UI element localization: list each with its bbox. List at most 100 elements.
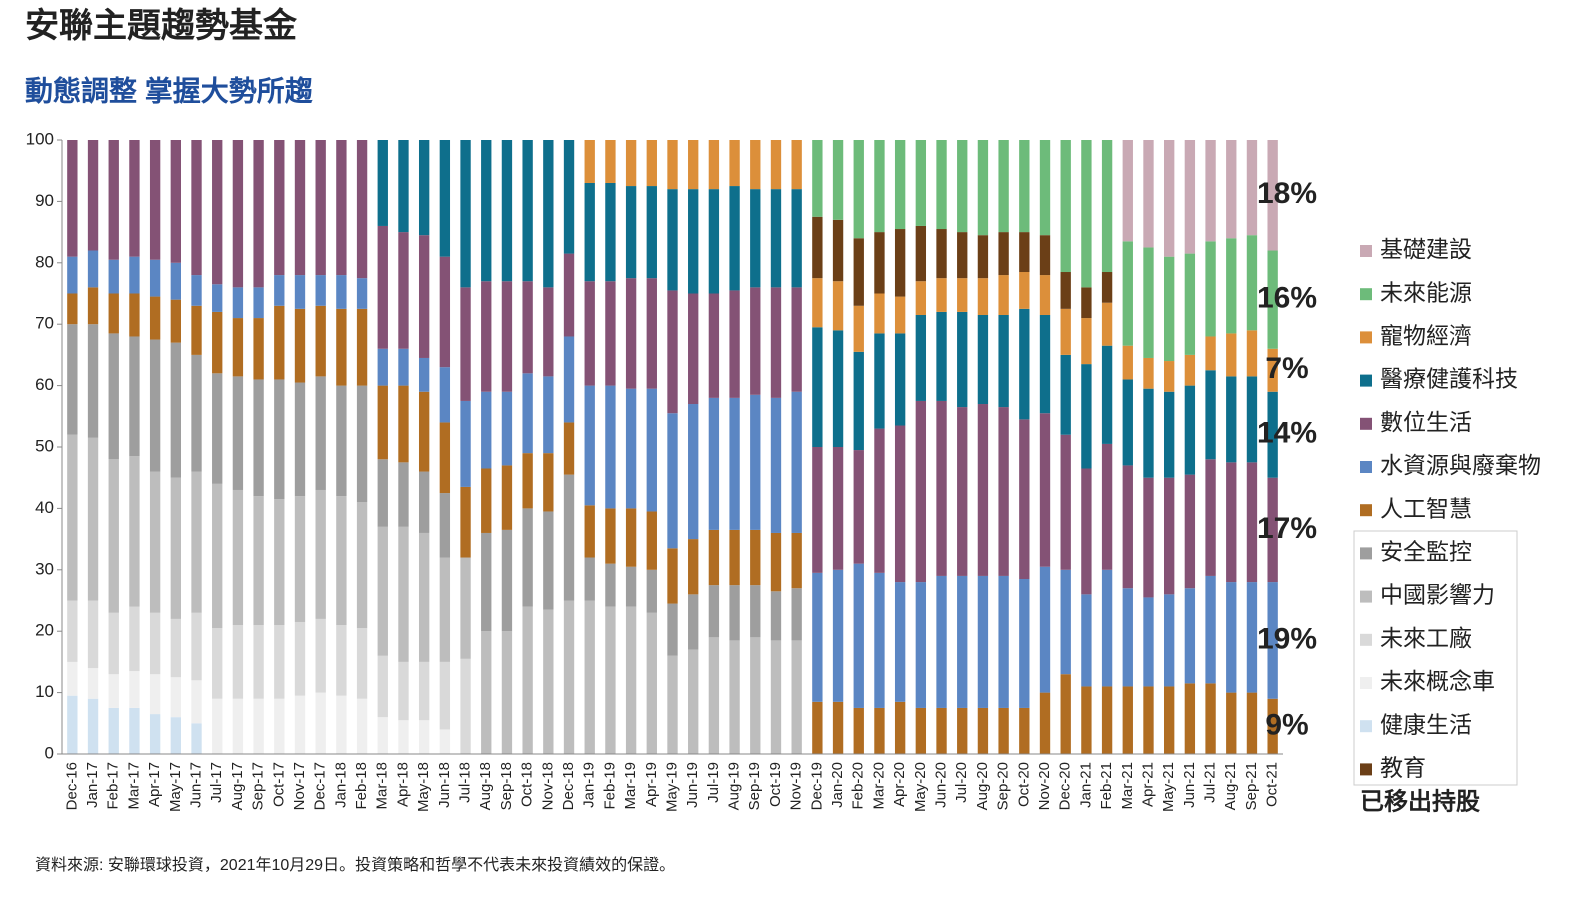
x-tick-label: Feb-20 [850, 762, 867, 810]
x-tick-label: Dec-19 [808, 762, 825, 810]
y-tick-label: 70 [35, 314, 54, 333]
bar-segment [356, 278, 368, 309]
bar-segment [418, 235, 430, 358]
bar-segment [605, 508, 616, 564]
bar-segment [812, 701, 823, 754]
bar-segment [853, 140, 864, 239]
x-tick-label: Jan-21 [1077, 762, 1094, 808]
bar-segment [832, 330, 844, 447]
bar-segment [522, 508, 533, 607]
bar-segment [439, 729, 451, 754]
bar-segment [874, 232, 885, 294]
bar-segment [1164, 594, 1175, 687]
legend-label: 健康生活 [1380, 711, 1472, 737]
x-tick-label: May-17 [167, 762, 184, 812]
bar-segment [129, 671, 140, 708]
bar-segment [418, 471, 430, 533]
bar-segment [377, 225, 388, 349]
bar-segment [1122, 686, 1133, 754]
bar-segment [253, 140, 264, 288]
bar-segment [274, 499, 285, 626]
bar-segment [1039, 140, 1051, 236]
bar-segment [501, 281, 513, 392]
y-tick-label: 50 [35, 436, 54, 455]
bar-segment [1267, 140, 1278, 251]
bar-segment [191, 305, 202, 355]
bar-segment [729, 140, 740, 187]
bar-segment [108, 612, 119, 675]
bar-segment [1101, 272, 1113, 303]
bar-segment [191, 275, 202, 306]
bar-segment [1101, 686, 1113, 754]
bar-segment [791, 140, 802, 190]
bar-segment [1060, 308, 1071, 355]
y-tick-label: 80 [35, 252, 54, 271]
bar-segment [770, 640, 782, 754]
bar-segment [253, 496, 264, 626]
bar-segment [398, 348, 409, 386]
bar-segment [874, 572, 885, 708]
x-tick-label: Aug-19 [726, 762, 743, 810]
annotation: 7% [1265, 352, 1308, 385]
bar-segment [584, 385, 595, 506]
bar-segment [191, 354, 202, 472]
bar-segment [543, 376, 554, 454]
bar-segment [605, 281, 616, 386]
bar-segment [1184, 140, 1196, 254]
bar-segment [191, 723, 202, 754]
bar-segment [1019, 272, 1030, 309]
bar-segment [667, 189, 678, 291]
bar-segment [253, 625, 264, 699]
bar-segment [729, 585, 740, 641]
legend-label: 人工智慧 [1380, 495, 1472, 521]
bar-segment [356, 698, 368, 754]
bar-segment [894, 229, 906, 297]
bar-segment [87, 698, 99, 754]
bar-segment [957, 311, 968, 408]
bar-segment [418, 532, 430, 662]
bar-segment [874, 140, 885, 233]
bar-segment [377, 717, 388, 754]
x-tick-label: Sep-19 [746, 762, 763, 810]
y-tick-label: 20 [35, 621, 54, 640]
x-tick-label: Sep-17 [250, 762, 267, 810]
bar-segment [812, 572, 823, 702]
x-tick-label: Sep-18 [498, 762, 515, 810]
legend-swatch [1360, 720, 1372, 733]
bar-segment [1122, 241, 1133, 346]
bar-segment [356, 140, 368, 279]
y-tick-label: 0 [45, 743, 54, 762]
x-tick-label: Oct-19 [767, 762, 784, 807]
bar-segment [212, 483, 223, 629]
bar-segment [1122, 465, 1133, 589]
x-tick-label: Feb-17 [105, 762, 122, 810]
bar-segment [1164, 140, 1175, 257]
bar-segment [501, 529, 513, 632]
bar-segment [1019, 419, 1030, 580]
x-tick-label: Apr-21 [1139, 762, 1156, 807]
legend-swatch [1360, 374, 1372, 387]
bar-segment [915, 140, 927, 226]
bar-segment [377, 385, 388, 460]
bar-segment [170, 477, 181, 619]
bar-segment [1267, 698, 1278, 754]
bar-segment [998, 707, 1009, 754]
bar-segment [998, 140, 1009, 233]
bar-segment [977, 278, 989, 315]
bar-segment [377, 526, 388, 656]
bar-segment [853, 305, 864, 352]
bar-segment [1205, 336, 1216, 371]
bar-segment [481, 391, 492, 469]
bar-segment [232, 625, 244, 699]
bar-segment [129, 256, 140, 294]
bar-segment [170, 299, 181, 343]
bar-segment [584, 281, 595, 386]
bar-segment [667, 548, 678, 604]
x-tick-label: Jan-17 [84, 762, 101, 808]
bar-segment [874, 293, 885, 334]
bar-segment [998, 275, 1009, 315]
bar-segment [294, 382, 306, 497]
bar-segment [191, 140, 202, 276]
x-tick-label: Oct-20 [1015, 762, 1032, 807]
bar-segment [1205, 459, 1216, 576]
